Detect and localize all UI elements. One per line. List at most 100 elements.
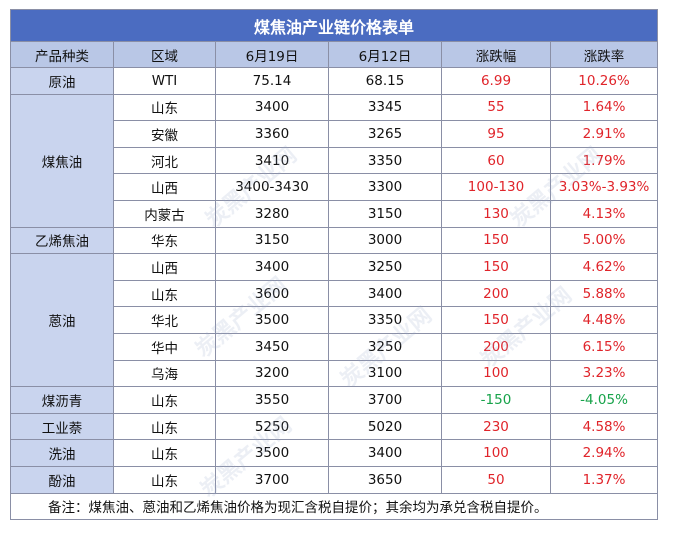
change-cell: 55 — [441, 93, 551, 122]
change-cell: 150 — [441, 226, 551, 255]
header-region: 区域 — [113, 41, 216, 68]
price-jun12-cell: 3345 — [328, 93, 442, 122]
region-cell: 山东 — [113, 386, 216, 414]
price-jun19-cell: 3280 — [215, 199, 329, 228]
price-jun12-cell: 68.15 — [328, 67, 442, 95]
price-jun19-cell: 3450 — [215, 332, 329, 361]
header-change: 涨跌幅 — [441, 41, 551, 68]
change-rate-cell: 3.03%-3.93% — [549, 173, 659, 201]
change-cell: -150 — [441, 386, 551, 414]
region-cell: 山东 — [113, 439, 216, 467]
header-row: 产品种类 区域 6月19日 6月12日 涨跌幅 涨跌率 — [10, 41, 659, 68]
table-row: 煤焦油 山东 3400 3345 55 1.64% — [10, 93, 659, 228]
price-jun12-cell: 3700 — [328, 386, 442, 414]
region-cell: 山西 — [113, 173, 216, 201]
region-cell: 山西 — [113, 253, 216, 281]
product-cell: 酚油 — [10, 465, 114, 494]
price-jun19-cell: 3400 — [215, 253, 329, 281]
change-cell: 200 — [441, 279, 551, 308]
price-jun19-cell: 3410 — [215, 146, 329, 175]
table-row: 乌海 3200 3100 100 3.23% — [11, 359, 659, 388]
price-jun12-cell: 3350 — [328, 306, 442, 334]
price-jun19-cell: 75.14 — [215, 67, 329, 95]
region-cell: 乌海 — [113, 359, 216, 388]
table-row: 酚油 山东 3700 3650 50 1.37% — [10, 465, 659, 494]
region-cell: 山东 — [113, 412, 216, 441]
price-jun12-cell: 3250 — [328, 332, 442, 361]
table-row: 山东 3600 3400 200 5.88% — [11, 279, 659, 308]
change-rate-cell: 2.91% — [549, 120, 659, 148]
price-jun19-cell: 3400-3430 — [215, 173, 329, 201]
change-cell: 150 — [441, 306, 551, 334]
price-jun12-cell: 3100 — [328, 359, 442, 388]
change-cell: 50 — [441, 465, 551, 494]
price-table: 煤焦油产业链价格表单 产品种类 区域 6月19日 6月12日 涨跌幅 涨跌率 原… — [9, 9, 659, 520]
price-jun12-cell: 5020 — [328, 412, 442, 441]
product-cell: 洗油 — [10, 439, 114, 467]
change-cell: 100-130 — [441, 173, 551, 201]
product-cell: 煤焦油 — [10, 93, 114, 228]
table-row: 乙烯焦油 华东 3150 3000 150 5.00% — [10, 226, 659, 255]
table-body: 原油 WTI 75.14 68.15 6.99 10.26% 煤焦油 山东 3400 3345 55… — [10, 67, 659, 494]
product-cell: 工业萘 — [10, 412, 114, 441]
region-cell: 安徽 — [113, 120, 216, 148]
change-rate-cell: 1.64% — [549, 93, 659, 122]
header-change-rate: 涨跌率 — [549, 41, 659, 68]
change-cell: 95 — [441, 120, 551, 148]
price-jun19-cell: 3150 — [215, 226, 329, 255]
region-cell: WTI — [113, 67, 216, 95]
price-jun12-cell: 3000 — [328, 226, 442, 255]
price-jun19-cell: 3360 — [215, 120, 329, 148]
change-cell: 6.99 — [441, 67, 551, 95]
product-cell: 乙烯焦油 — [10, 226, 114, 255]
header-price-jun12: 6月12日 — [328, 41, 442, 68]
change-rate-cell: -4.05% — [549, 386, 659, 414]
header-price-jun19: 6月19日 — [215, 41, 329, 68]
table-row: 山西 3400-3430 3300 100-130 3.03%-3.93% — [11, 173, 659, 201]
price-jun19-cell: 3500 — [215, 306, 329, 334]
table-row: 洗油 山东 3500 3400 100 2.94% — [10, 439, 659, 467]
change-cell: 60 — [441, 146, 551, 175]
table-row: 河北 3410 3350 60 1.79% — [11, 146, 659, 175]
table-row: 华北 3500 3350 150 4.48% — [11, 306, 659, 334]
table-title: 煤焦油产业链价格表单 — [9, 9, 659, 42]
table-row: 煤沥青 山东 3550 3700 -150 -4.05% — [10, 386, 659, 414]
change-rate-cell: 4.62% — [549, 253, 659, 281]
price-jun19-cell: 3600 — [215, 279, 329, 308]
table-row: 华中 3450 3250 200 6.15% — [11, 332, 659, 361]
change-cell: 130 — [441, 199, 551, 228]
product-cell: 蒽油 — [10, 253, 114, 388]
price-jun12-cell: 3300 — [328, 173, 442, 201]
price-jun19-cell: 3400 — [215, 93, 329, 122]
change-rate-cell: 3.23% — [549, 359, 659, 388]
change-rate-cell: 10.26% — [549, 67, 659, 95]
change-cell: 150 — [441, 253, 551, 281]
change-rate-cell: 4.58% — [549, 412, 659, 441]
region-cell: 华北 — [113, 306, 216, 334]
price-jun12-cell: 3250 — [328, 253, 442, 281]
price-jun12-cell: 3400 — [328, 279, 442, 308]
price-jun19-cell: 3700 — [215, 465, 329, 494]
product-cell: 原油 — [10, 67, 114, 95]
price-jun19-cell: 3500 — [215, 439, 329, 467]
change-rate-cell: 5.88% — [549, 279, 659, 308]
table-row: 安徽 3360 3265 95 2.91% — [11, 120, 659, 148]
price-jun12-cell: 3650 — [328, 465, 442, 494]
change-rate-cell: 1.37% — [549, 465, 659, 494]
table-row: 蒽油 山西 3400 3250 150 4.62% — [10, 253, 659, 388]
header-product: 产品种类 — [10, 41, 114, 68]
price-jun12-cell: 3150 — [328, 199, 442, 228]
change-cell: 100 — [441, 439, 551, 467]
region-cell: 河北 — [113, 146, 216, 175]
table-note: 备注：煤焦油、蒽油和乙烯焦油价格为现汇含税自提价；其余均为承兑含税自提价。 — [9, 492, 659, 520]
product-cell: 煤沥青 — [10, 386, 114, 414]
change-rate-cell: 5.00% — [549, 226, 659, 255]
region-cell: 山东 — [113, 465, 216, 494]
price-jun12-cell: 3265 — [328, 120, 442, 148]
region-cell: 山东 — [113, 279, 216, 308]
table-row: 工业萘 山东 5250 5020 230 4.58% — [10, 412, 659, 441]
region-cell: 内蒙古 — [113, 199, 216, 228]
change-rate-cell: 4.48% — [549, 306, 659, 334]
price-jun19-cell: 5250 — [215, 412, 329, 441]
